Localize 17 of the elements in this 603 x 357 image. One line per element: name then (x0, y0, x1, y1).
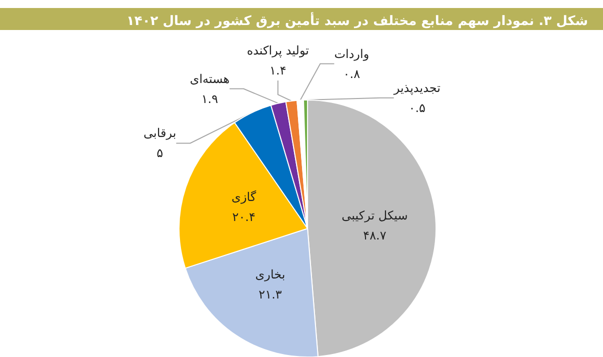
data-label: ۰.۵ (408, 100, 426, 115)
slice-label: تولید پراکنده (246, 44, 309, 58)
data-label: ۴۸.۷ (363, 228, 387, 243)
data-label: ۲۱.۳ (258, 287, 282, 302)
data-label: ۰.۸ (343, 66, 361, 81)
data-label: ۱.۹ (201, 92, 218, 106)
slice-label: بخاری (255, 267, 286, 282)
data-label: ۵ (156, 146, 164, 160)
slice-label: واردات (334, 46, 370, 61)
slice-label: برقابی (144, 126, 176, 140)
slice-label: هسته‌ای (190, 72, 230, 86)
slice-label: سیکل ترکیبی (342, 208, 408, 223)
chart-title: شکل ۳. نمودار سهم منابع مختلف در سبد تأمین برق کشور در سال ۱۴۰۲ (126, 12, 588, 29)
data-label: ۱.۴ (270, 64, 286, 78)
slice-label: تجدیدپذیر (392, 80, 440, 95)
slice-label: گازی (232, 190, 256, 204)
data-label: ۲۰.۴ (232, 210, 256, 224)
